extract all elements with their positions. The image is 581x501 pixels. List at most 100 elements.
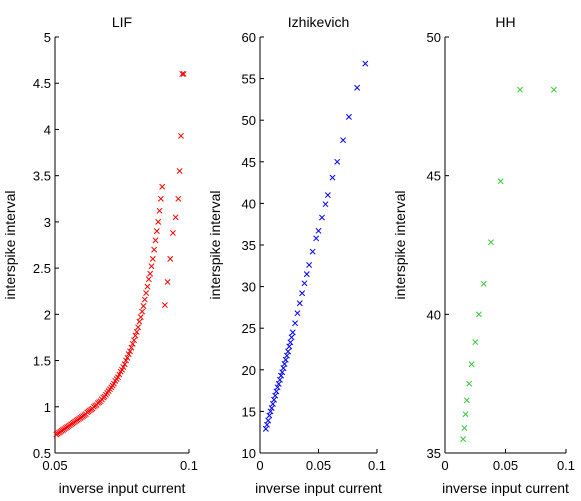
chart-title: HH — [495, 14, 515, 30]
data-point-lif — [157, 195, 164, 202]
y-axis-label: interspike interval — [207, 191, 223, 300]
data-point-hh — [550, 86, 557, 93]
data-point-hh — [517, 86, 523, 93]
data-point-izhikevich — [362, 60, 369, 67]
y-tick-label: 1.5 — [33, 354, 51, 369]
data-point-lif — [124, 354, 131, 361]
data-point-izhikevich — [273, 388, 280, 395]
data-point-izhikevich — [334, 158, 341, 165]
data-point-izhikevich — [279, 369, 286, 376]
y-tick-label: 3 — [44, 215, 51, 230]
y-tick-label: 40 — [427, 307, 441, 322]
data-point-lif — [164, 279, 171, 285]
data-point-lif — [178, 132, 184, 139]
data-point-lif — [136, 318, 143, 325]
data-point-lif — [121, 361, 128, 368]
y-tick-label: 55 — [242, 72, 256, 87]
data-point-lif — [132, 332, 139, 339]
data-point-izhikevich — [271, 396, 277, 403]
data-point-izhikevich — [264, 421, 270, 428]
data-point-hh — [472, 339, 479, 346]
data-point-lif — [135, 324, 142, 331]
data-point-hh — [463, 397, 470, 404]
data-point-lif — [148, 263, 155, 270]
data-point-izhikevich — [262, 425, 269, 432]
x-tick-label: 0.1 — [180, 458, 198, 473]
data-point-lif — [131, 337, 138, 344]
subplot-lif: 0.5 1 1.5 2 2.5 3 3.5 4 4.5 5 0.05 0.1 LIF inverse in… — [2, 14, 198, 496]
data-point-izhikevich — [268, 405, 275, 412]
y-tick-label: 40 — [242, 196, 256, 211]
data-point-izhikevich — [324, 192, 331, 199]
data-point-lif — [152, 237, 159, 244]
data-point-izhikevich — [322, 201, 329, 208]
x-tick-label: 0.1 — [368, 458, 386, 473]
chart-title: LIF — [112, 14, 132, 30]
data-point-izhikevich — [296, 300, 303, 307]
data-point-izhikevich — [313, 235, 320, 242]
x-tick-label: 0 — [256, 458, 263, 473]
y-tick-label: 35 — [427, 446, 441, 461]
data-point-hh — [480, 280, 487, 287]
subplot-izhikevich: 10 15 20 25 30 35 40 45 50 55 60 0 0.05 0.1 Izhikevich… — [207, 14, 386, 496]
data-point-lif — [176, 168, 183, 174]
data-point-lif — [143, 290, 150, 297]
data-point-izhikevich — [309, 248, 316, 255]
data-point-izhikevich — [289, 329, 296, 336]
y-tick-label: 45 — [242, 155, 256, 170]
data-point-izhikevich — [282, 356, 289, 363]
data-point-izhikevich — [280, 365, 287, 372]
y-tick-label: 25 — [242, 321, 256, 336]
data-point-izhikevich — [301, 280, 308, 287]
data-point-lif — [147, 270, 154, 277]
data-point-lif — [144, 283, 151, 290]
y-tick-label: 50 — [427, 30, 441, 45]
data-point-izhikevich — [278, 372, 285, 379]
data-point-izhikevich — [340, 137, 347, 144]
x-tick-label: 0 — [441, 458, 448, 473]
data-point-izhikevich — [266, 412, 273, 419]
data-point-lif — [169, 230, 176, 236]
y-tick-label: 1 — [44, 400, 51, 415]
data-point-izhikevich — [281, 361, 288, 367]
data-point-lif — [140, 303, 147, 309]
y-tick-label: 2.5 — [33, 261, 51, 276]
x-axis-label: inverse input current — [442, 480, 569, 496]
x-tick-label: 0.05 — [42, 458, 67, 473]
data-point-lif — [175, 195, 182, 202]
y-tick-label: 20 — [242, 363, 256, 378]
data-point-lif — [151, 246, 158, 253]
chart-title: Izhikevich — [288, 14, 349, 30]
data-point-izhikevich — [272, 392, 279, 399]
data-point-izhikevich — [319, 214, 325, 221]
data-point-lif — [179, 71, 186, 77]
data-point-lif — [159, 183, 166, 190]
x-tick-label: 0.05 — [493, 458, 518, 473]
y-tick-label: 3.5 — [33, 169, 51, 184]
data-point-izhikevich — [329, 174, 336, 181]
y-tick-label: 15 — [242, 404, 256, 419]
data-point-lif — [137, 314, 144, 321]
y-axis-label: interspike interval — [392, 191, 408, 300]
data-point-izhikevich — [285, 348, 292, 355]
data-point-izhikevich — [354, 84, 361, 91]
y-tick-label: 2 — [44, 307, 51, 322]
data-point-lif — [161, 302, 168, 309]
data-point-hh — [497, 178, 504, 185]
subplot-hh: 35 40 45 50 0 0.05 0.1 HH inverse input current i… — [392, 14, 575, 496]
data-point-lif — [172, 214, 179, 221]
data-point-izhikevich — [283, 352, 290, 359]
x-axis-label: inverse input current — [255, 480, 382, 496]
y-axis-label: interspike interval — [2, 191, 18, 300]
data-point-lif — [167, 255, 174, 262]
y-tick-label: 50 — [242, 113, 256, 128]
data-point-lif — [149, 255, 156, 262]
data-point-hh — [461, 425, 468, 431]
data-point-hh — [466, 380, 473, 387]
data-point-izhikevich — [288, 334, 295, 341]
data-point-lif — [141, 296, 148, 303]
data-point-izhikevich — [269, 400, 276, 407]
data-point-hh — [488, 239, 494, 246]
data-point-lif — [156, 207, 163, 214]
